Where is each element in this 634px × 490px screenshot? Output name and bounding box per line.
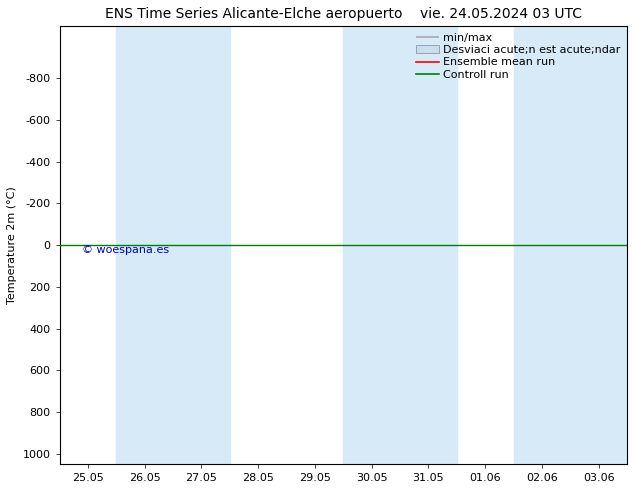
Bar [116,26,230,464]
Text: © woespana.es: © woespana.es [82,245,169,254]
Bar [514,26,627,464]
Legend: min/max, Desviaci acute;n est acute;ndar, Ensemble mean run, Controll run: min/max, Desviaci acute;n est acute;ndar… [412,28,625,84]
Bar [343,26,457,464]
Y-axis label: Temperature 2m (°C): Temperature 2m (°C) [7,186,17,304]
Title: ENS Time Series Alicante-Elche aeropuerto    vie. 24.05.2024 03 UTC: ENS Time Series Alicante-Elche aeropuert… [105,7,582,21]
